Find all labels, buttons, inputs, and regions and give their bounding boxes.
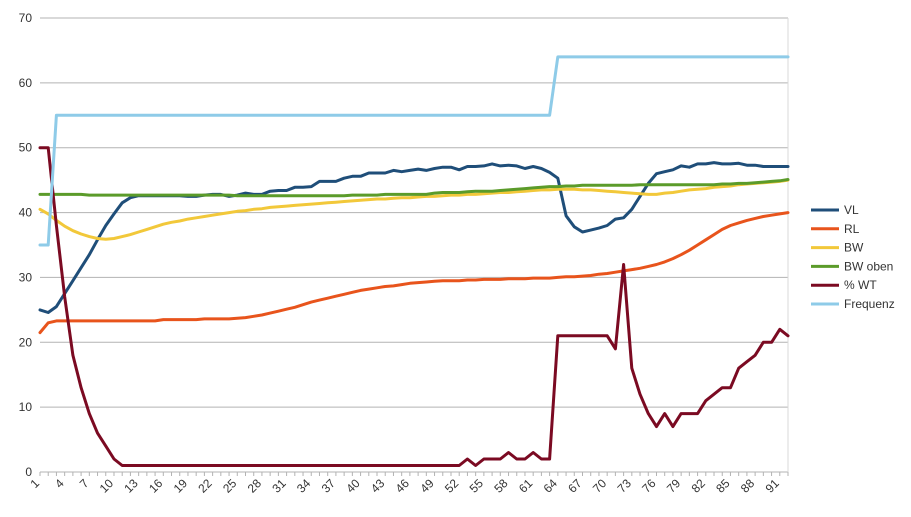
x-tick-label: 64 bbox=[541, 476, 561, 496]
legend-label: Frequenz bbox=[844, 297, 895, 311]
x-tick-label: 70 bbox=[590, 476, 610, 496]
legend-label: RL bbox=[844, 222, 860, 236]
x-tick-label: 34 bbox=[294, 476, 314, 496]
axes bbox=[40, 18, 789, 473]
series-line-wt bbox=[38, 146, 790, 467]
x-axis-ticks: 1 4 7 10 13 16 19 22 25 28 31 34 37 40 43 46 49 52 55 58 61 6… bbox=[27, 472, 789, 496]
x-tick-label: 16 bbox=[146, 476, 166, 496]
x-tick-label: 79 bbox=[664, 476, 684, 496]
x-tick-label: 85 bbox=[713, 476, 733, 496]
x-tick-label: 58 bbox=[491, 476, 511, 496]
y-tick-label: 20 bbox=[19, 335, 33, 349]
x-tick-label: 67 bbox=[565, 476, 585, 496]
x-tick-label: 40 bbox=[343, 476, 363, 496]
y-tick-label: 70 bbox=[19, 11, 33, 25]
x-tick-label: 28 bbox=[245, 476, 265, 496]
y-tick-label: 10 bbox=[19, 400, 33, 414]
x-tick-label: 10 bbox=[97, 476, 117, 496]
x-tick-label: 37 bbox=[319, 476, 339, 496]
x-tick-label: 61 bbox=[516, 476, 536, 496]
x-tick-label: 31 bbox=[269, 476, 289, 496]
legend: VL RL BW BW oben % WT Frequenz bbox=[811, 203, 895, 311]
series-line-rl bbox=[38, 211, 790, 335]
x-tick-label: 88 bbox=[738, 476, 758, 496]
x-tick-label: 76 bbox=[639, 476, 659, 496]
x-tick-label: 19 bbox=[171, 476, 191, 496]
legend-label: BW oben bbox=[844, 259, 893, 273]
legend-label: % WT bbox=[844, 278, 877, 292]
x-tick-label: 43 bbox=[368, 476, 388, 496]
y-tick-label: 30 bbox=[19, 270, 33, 284]
x-tick-label: 91 bbox=[763, 476, 783, 496]
x-tick-label: 25 bbox=[220, 476, 240, 496]
series-line-frequenz bbox=[38, 55, 790, 247]
x-tick-label: 55 bbox=[467, 476, 487, 496]
x-tick-label: 52 bbox=[442, 476, 462, 496]
x-tick-label: 7 bbox=[77, 476, 92, 491]
y-tick-label: 50 bbox=[19, 141, 33, 155]
x-tick-label: 46 bbox=[393, 476, 413, 496]
x-tick-label: 4 bbox=[52, 476, 67, 491]
series-lines bbox=[38, 55, 790, 467]
legend-label: VL bbox=[844, 203, 859, 217]
legend-label: BW bbox=[844, 241, 864, 255]
x-tick-label: 73 bbox=[615, 476, 635, 496]
x-tick-label: 82 bbox=[689, 476, 709, 496]
grid-lines bbox=[40, 17, 788, 408]
y-tick-label: 0 bbox=[25, 465, 32, 479]
series-line-bw-oben bbox=[38, 178, 790, 198]
series-line-bw bbox=[38, 178, 790, 241]
x-tick-label: 13 bbox=[121, 476, 141, 496]
y-tick-label: 40 bbox=[19, 206, 33, 220]
y-tick-label: 60 bbox=[19, 76, 33, 90]
x-tick-label: 22 bbox=[195, 476, 215, 496]
x-tick-label: 1 bbox=[27, 476, 42, 491]
y-axis-ticks: 0 10 20 30 40 50 60 70 bbox=[19, 11, 33, 479]
x-tick-label: 49 bbox=[417, 476, 437, 496]
